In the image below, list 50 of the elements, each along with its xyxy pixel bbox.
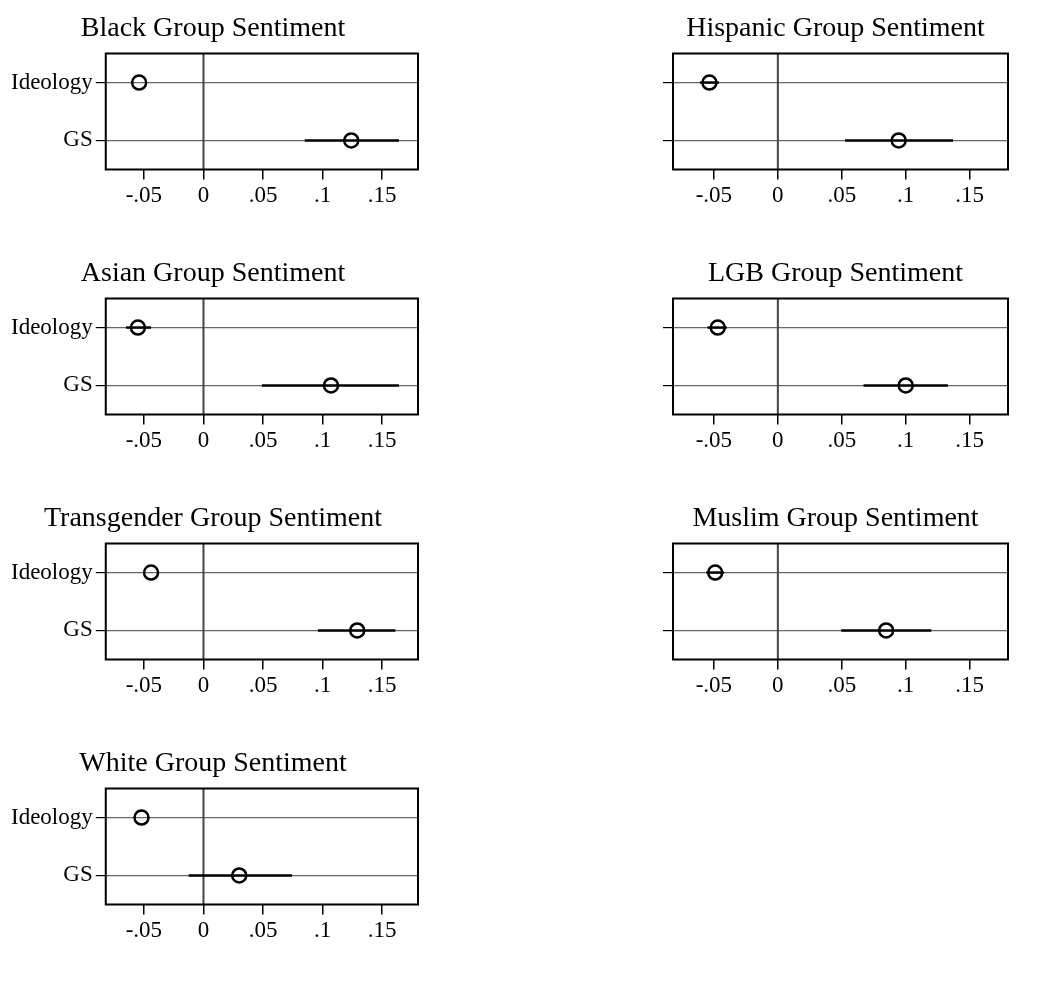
x-tick-label: 0: [197, 182, 210, 208]
y-tick-label: GS: [63, 861, 93, 887]
x-tick-label: .05: [248, 672, 278, 698]
chart-title: Asian Group Sentiment: [80, 256, 346, 288]
x-tick-label: -.05: [125, 182, 163, 208]
chart-title: Transgender Group Sentiment: [43, 501, 383, 533]
x-tick-label: 0: [197, 917, 210, 943]
x-tick-label: -.05: [125, 672, 163, 698]
x-tick-label: .05: [248, 182, 278, 208]
x-tick-label: .1: [314, 182, 332, 208]
x-tick-label: .05: [248, 427, 278, 453]
y-tick-label: Ideology: [10, 803, 94, 829]
y-tick-label: GS: [63, 371, 93, 397]
y-tick-label: Ideology: [10, 68, 94, 94]
x-tick-label: .15: [367, 182, 397, 208]
x-tick-label: -.05: [125, 917, 163, 943]
y-tick-label: GS: [63, 126, 93, 152]
y-tick-label: Ideology: [10, 558, 94, 584]
x-tick-label: 0: [197, 672, 210, 698]
chart-title: White Group Sentiment: [79, 746, 347, 778]
x-tick-label: .15: [955, 182, 985, 208]
x-tick-label: .1: [314, 917, 332, 943]
x-tick-label: .15: [955, 672, 985, 698]
y-tick-label: GS: [63, 616, 93, 642]
x-tick-label: .1: [314, 427, 332, 453]
x-tick-label: .15: [367, 427, 397, 453]
x-tick-label: -.05: [125, 427, 163, 453]
chart-title: Muslim Group Sentiment: [692, 501, 979, 533]
x-tick-label: 0: [197, 427, 210, 453]
x-tick-label: .05: [827, 672, 857, 698]
x-tick-label: .1: [314, 672, 332, 698]
x-tick-label: 0: [772, 182, 784, 208]
x-tick-label: 0: [772, 672, 784, 698]
x-tick-label: .05: [827, 182, 857, 208]
x-tick-label: .05: [827, 427, 857, 453]
x-tick-label: 0: [772, 427, 784, 453]
x-tick-label: -.05: [695, 427, 733, 453]
x-tick-label: .1: [897, 427, 915, 453]
chart-title: Hispanic Group Sentiment: [686, 11, 986, 43]
chart-title: LGB Group Sentiment: [707, 256, 964, 288]
x-tick-label: .15: [955, 427, 985, 453]
x-tick-label: .1: [897, 182, 915, 208]
x-tick-label: .15: [367, 917, 397, 943]
x-tick-label: -.05: [695, 672, 733, 698]
x-tick-label: .15: [367, 672, 397, 698]
chart-title: Black Group Sentiment: [80, 11, 346, 43]
x-tick-label: -.05: [695, 182, 733, 208]
y-tick-label: Ideology: [10, 313, 94, 339]
x-tick-label: .05: [248, 917, 278, 943]
x-tick-label: .1: [897, 672, 915, 698]
